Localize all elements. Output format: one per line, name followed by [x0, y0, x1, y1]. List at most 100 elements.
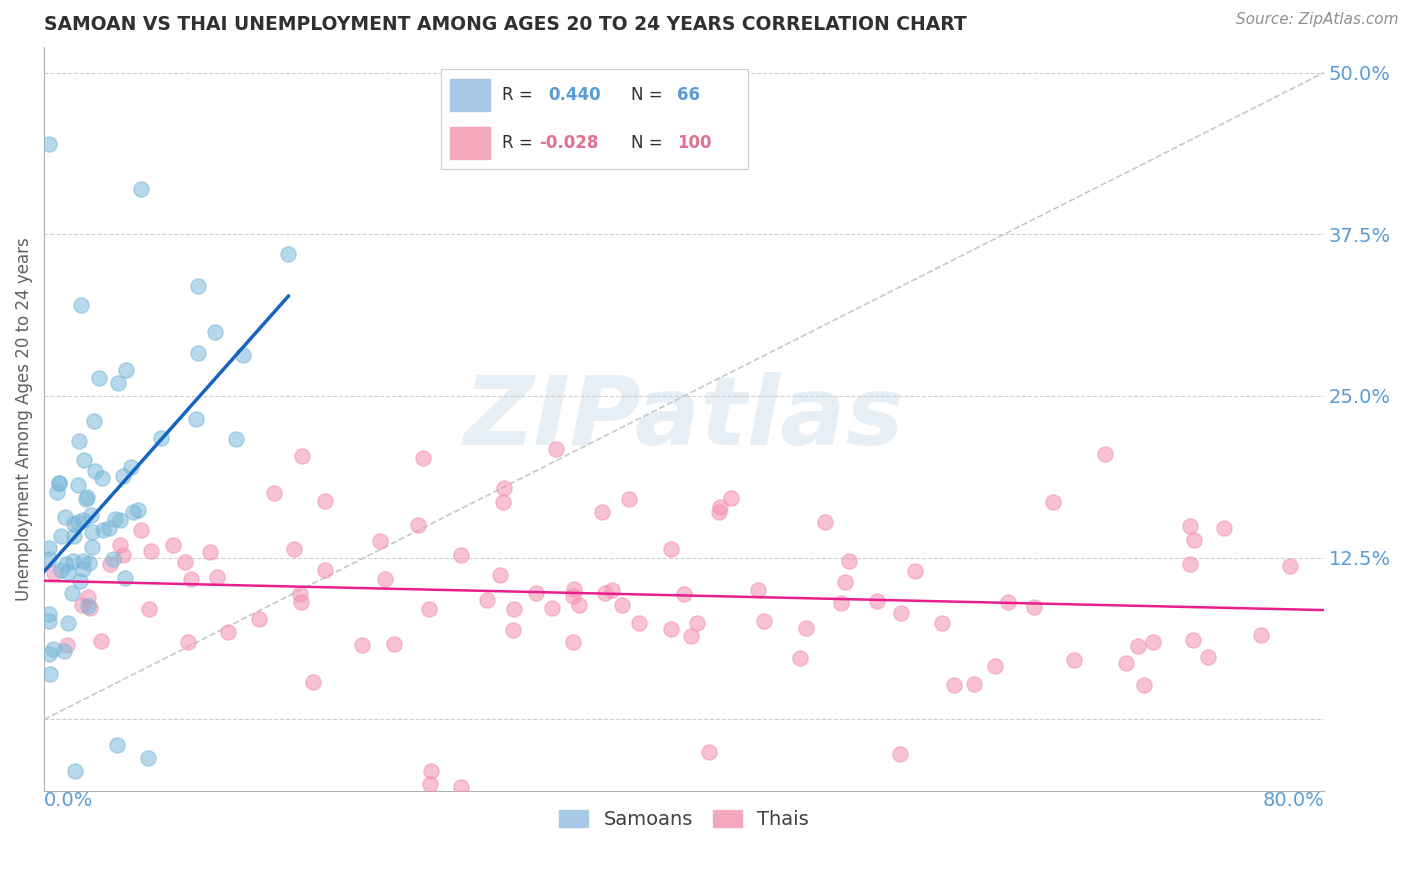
Point [1063, 653, 1085, 667]
Point [1115, 657, 1137, 671]
Point [90, 634, 112, 648]
Point [412, 450, 434, 465]
Point [72, 562, 94, 576]
Point [72, 513, 94, 527]
Point [177, 634, 200, 648]
Point [120, 460, 142, 475]
Point [450, 780, 472, 794]
Point [129, 523, 152, 537]
Point [524, 586, 547, 600]
Point [70, 598, 93, 612]
Point [55, 558, 77, 572]
Point [200, 545, 222, 559]
Point [49, 529, 72, 543]
Point [56, 616, 79, 631]
Point [115, 363, 138, 377]
Point [91, 523, 114, 537]
Point [105, 739, 128, 753]
Point [69, 574, 91, 588]
Point [681, 629, 703, 643]
Point [673, 587, 696, 601]
Point [80, 525, 103, 540]
Point [138, 601, 160, 615]
Point [101, 552, 124, 566]
Point [984, 659, 1007, 673]
Point [1022, 599, 1045, 614]
Point [90, 471, 112, 485]
Text: 0.0%: 0.0% [44, 790, 93, 810]
Point [48, 475, 70, 490]
Point [697, 745, 720, 759]
Point [83, 414, 105, 428]
Point [302, 674, 325, 689]
Point [67, 434, 90, 448]
Point [420, 764, 443, 779]
Point [1132, 677, 1154, 691]
Point [709, 500, 731, 514]
Point [617, 491, 640, 506]
Point [503, 602, 526, 616]
Point [489, 568, 512, 582]
Point [1182, 533, 1205, 548]
Point [225, 432, 247, 446]
Text: 80.0%: 80.0% [1263, 790, 1324, 810]
Point [75, 491, 97, 506]
Point [122, 505, 145, 519]
Point [149, 431, 172, 445]
Point [1126, 639, 1149, 653]
Point [56, 638, 79, 652]
Point [98, 557, 121, 571]
Point [368, 533, 391, 548]
Point [217, 625, 239, 640]
Point [628, 615, 651, 630]
Point [1212, 521, 1234, 535]
Point [291, 450, 314, 464]
Point [866, 594, 889, 608]
Point [963, 677, 986, 691]
Point [314, 493, 336, 508]
Point [162, 537, 184, 551]
Point [789, 650, 811, 665]
Point [659, 542, 682, 557]
Point [38, 607, 60, 622]
Point [813, 515, 835, 529]
Point [84, 464, 107, 478]
Point [752, 614, 775, 628]
Point [187, 345, 209, 359]
Point [97, 521, 120, 535]
Point [943, 678, 966, 692]
Point [38, 647, 60, 661]
Point [73, 453, 96, 467]
Point [834, 574, 856, 589]
Point [77, 599, 100, 614]
Point [544, 442, 567, 456]
Point [593, 586, 616, 600]
Point [67, 477, 90, 491]
Point [112, 469, 135, 483]
Point [492, 481, 515, 495]
Point [1181, 632, 1204, 647]
Point [1178, 518, 1201, 533]
Point [931, 616, 953, 631]
Point [111, 548, 134, 562]
Point [263, 486, 285, 500]
Point [44, 566, 66, 580]
Point [904, 564, 927, 578]
Point [418, 602, 440, 616]
Point [661, 622, 683, 636]
Point [114, 571, 136, 585]
Point [110, 513, 132, 527]
Point [58, 565, 80, 579]
Point [77, 590, 100, 604]
Point [502, 623, 524, 637]
Point [184, 412, 207, 426]
Point [1197, 650, 1219, 665]
Point [45, 485, 67, 500]
Point [204, 325, 226, 339]
Text: Source: ZipAtlas.com: Source: ZipAtlas.com [1236, 12, 1399, 27]
Point [382, 637, 405, 651]
Point [60, 586, 83, 600]
Point [610, 598, 633, 612]
Y-axis label: Unemployment Among Ages 20 to 24 years: Unemployment Among Ages 20 to 24 years [15, 236, 32, 600]
Point [70, 298, 93, 312]
